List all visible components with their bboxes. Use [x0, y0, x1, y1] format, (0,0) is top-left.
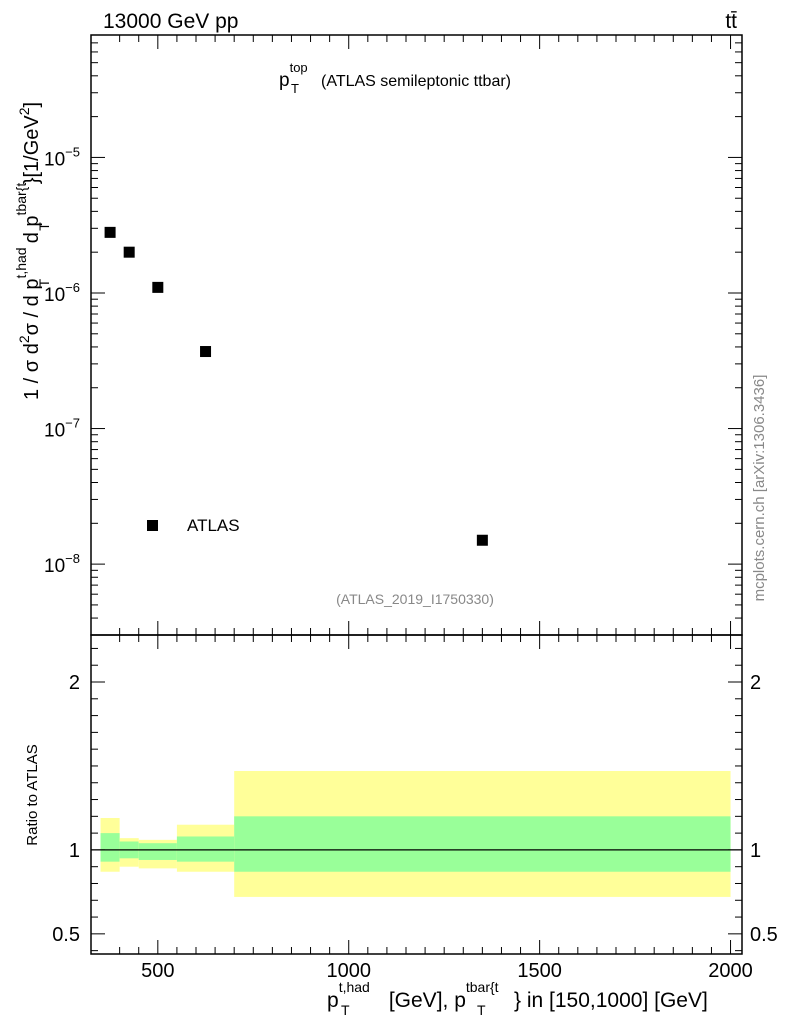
analysis-annotation: (ATLAS_2019_I1750330): [336, 591, 494, 607]
plot-title: ptop T (ATLAS semileptonic ttbar): [279, 60, 511, 96]
main-ytick-label: 10−7: [44, 416, 80, 442]
ratio-frame: [90, 634, 743, 955]
xtick-label: 1000: [326, 960, 371, 982]
xtick-label: 500: [141, 960, 174, 982]
ratio-ytick-label-right: 2: [750, 672, 761, 694]
ratio-ytick-label: 0.5: [52, 924, 80, 946]
ratio-bands: [100, 770, 731, 897]
ratio-ticks: 0.5 0.5 1 1 2 2 500 1000 1500 2000: [52, 635, 778, 982]
x-axis-label: pt,had T [GeV], ptbar{t T} in [150,1000] […: [327, 979, 708, 1018]
data-point: [123, 246, 135, 258]
main-ytick-label: 10−5: [44, 144, 80, 170]
ratio-band-green: [234, 816, 731, 872]
main-frame: [90, 34, 743, 636]
ratio-ytick-label: 1: [69, 840, 80, 862]
header-right-text: tt̄: [725, 10, 737, 33]
data-point: [152, 281, 164, 293]
legend-marker-atlas: [147, 520, 158, 531]
ratio-ytick-label-right: 0.5: [750, 924, 778, 946]
main-ylabel: 1 / σ d2σ / d pt,hadT d ptbar{tT}[1/GeV2…: [13, 102, 52, 400]
legend-label-atlas: ATLAS: [187, 516, 240, 535]
ratio-ylabel: Ratio to ATLAS: [24, 744, 41, 845]
main-ytick-label: 10−8: [44, 551, 80, 577]
ratio-band-green: [100, 833, 120, 862]
main-marks: [104, 226, 488, 546]
xtick-label: 1500: [517, 960, 562, 982]
ratio-band-green: [176, 836, 235, 862]
ratio-ytick-label: 2: [69, 672, 80, 694]
side-credit-label: mcplots.cern.ch [arXiv:1306.3436]: [751, 375, 768, 602]
main-ytick-label: 10−6: [44, 280, 80, 306]
data-point: [104, 226, 116, 238]
ratio-ytick-label-right: 1: [750, 840, 761, 862]
data-point: [476, 534, 488, 546]
ratio-panel: 0.5 0.5 1 1 2 2 500 1000 1500 2000 Ratio to ATLAS…: [24, 634, 778, 1018]
data-point: [200, 346, 212, 358]
xtick-label: 2000: [708, 960, 753, 982]
main-panel: 10−8 10−7 10−6 10−5 ptop T (ATLAS semileptoni…: [13, 34, 743, 636]
header-left-text: 13000 GeV pp: [103, 10, 238, 33]
ratio-band-green: [138, 843, 177, 860]
main-ticks: 10−8 10−7 10−6 10−5: [44, 34, 742, 636]
